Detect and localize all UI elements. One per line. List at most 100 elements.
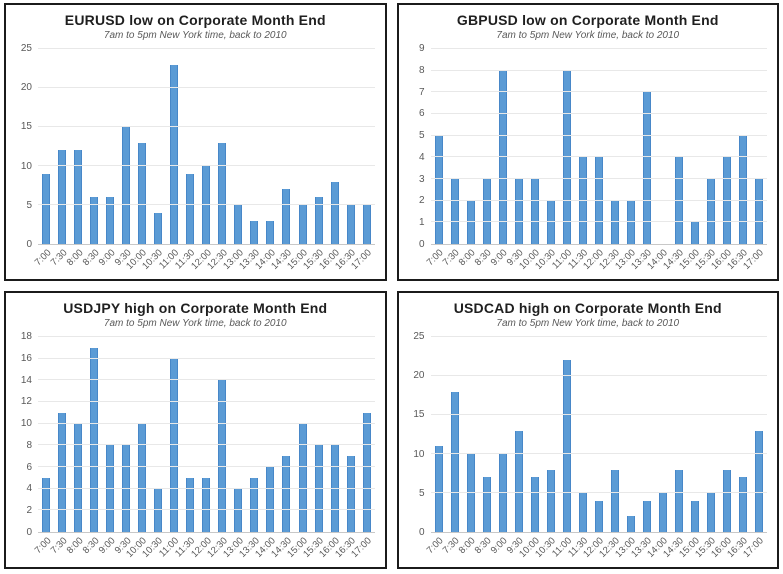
bar-slot xyxy=(431,49,447,244)
y-axis: 0 5 10 15 20 25 xyxy=(407,332,431,538)
bar-9:30 xyxy=(514,430,523,532)
bar-slot xyxy=(295,49,311,244)
y-tick-label: 6 xyxy=(418,108,425,120)
bar-16:30 xyxy=(346,456,355,532)
x-axis: 7:00 7:30 8:00 8:30 9:00 9:30 10:00 10:30 11:00 1… xyxy=(425,533,768,567)
bar-slot xyxy=(655,49,671,244)
y-tick-label: 18 xyxy=(20,331,32,342)
chart-panel-eurusd-low: EURUSD low on Corporate Month End 7am to… xyxy=(4,3,387,281)
gridline xyxy=(38,487,375,489)
bar-9:00 xyxy=(106,445,115,532)
y-tick-label: 2 xyxy=(26,505,32,517)
bar-17:00 xyxy=(755,430,764,532)
bar-12:30 xyxy=(610,469,619,532)
gridline xyxy=(430,69,767,71)
bar-11:30 xyxy=(578,157,587,244)
bar-slot xyxy=(607,49,623,244)
bar-slot xyxy=(198,49,214,244)
x-axis: 7:00 7:30 8:00 8:30 9:00 9:30 10:00 10:30 11:00 1… xyxy=(32,533,375,567)
bar-9:30 xyxy=(514,179,523,244)
bar-15:00 xyxy=(298,205,307,244)
plot-area xyxy=(430,336,767,533)
x-axis-row: 7:00 7:30 8:00 8:30 9:00 9:30 10:00 10:30 11:00 1… xyxy=(407,245,768,279)
bar-slot xyxy=(198,337,214,532)
x-slot: 17:00 xyxy=(742,533,767,567)
bar-17:00 xyxy=(755,179,764,244)
y-tick-label: 10 xyxy=(20,160,32,172)
bar-slot xyxy=(575,49,591,244)
bar-slot xyxy=(359,337,375,532)
bar-slot xyxy=(463,49,479,244)
y-tick-label: 10 xyxy=(413,448,425,460)
bar-16:30 xyxy=(346,205,355,244)
bar-slot xyxy=(134,337,150,532)
bar-13:30 xyxy=(250,220,259,244)
bar-slot xyxy=(262,49,278,244)
bar-slot xyxy=(166,337,182,532)
x-axis-row: 7:00 7:30 8:00 8:30 9:00 9:30 10:00 10:30 11:00 1… xyxy=(407,533,768,567)
gridline xyxy=(38,165,375,166)
chart-panel-gbpusd-low: GBPUSD low on Corporate Month End 7am to… xyxy=(396,3,779,281)
bar-slot xyxy=(343,49,359,244)
gridline xyxy=(430,48,767,49)
bar-12:00 xyxy=(202,477,211,532)
bar-slot xyxy=(751,337,767,532)
gridline xyxy=(430,113,767,115)
bar-7:30 xyxy=(450,179,459,244)
chart-title: USDJPY high on Corporate Month End xyxy=(63,300,328,316)
bar-slot xyxy=(463,337,479,532)
gridline xyxy=(38,204,375,205)
bar-slot xyxy=(327,337,343,532)
y-tick-label: 3 xyxy=(418,173,425,185)
y-tick-label: 15 xyxy=(413,409,425,421)
gridline xyxy=(38,48,375,49)
gridline xyxy=(38,422,375,424)
plot-wrap: 0 5 10 15 20 25 xyxy=(407,332,767,538)
bars-layer xyxy=(38,49,375,244)
bar-14:00 xyxy=(266,220,275,244)
bar-slot xyxy=(327,49,343,244)
gridline xyxy=(38,466,375,468)
bar-11:30 xyxy=(186,173,195,244)
bar-slot xyxy=(511,337,527,532)
gridline xyxy=(430,492,767,493)
gridline xyxy=(38,87,375,88)
plot-wrap: 0 2 4 6 8 10 12 14 16 18 xyxy=(14,332,375,538)
y-tick-label: 7 xyxy=(418,86,425,98)
bar-14:30 xyxy=(282,189,291,244)
gridline xyxy=(430,453,767,454)
bar-slot xyxy=(495,49,511,244)
bar-slot xyxy=(479,49,495,244)
gridline xyxy=(38,444,375,446)
bar-slot xyxy=(38,337,54,532)
bar-15:30 xyxy=(314,197,323,244)
bar-slot xyxy=(655,337,671,532)
bar-10:00 xyxy=(138,142,147,244)
bar-slot xyxy=(527,49,543,244)
gridline xyxy=(38,401,375,403)
bar-slot xyxy=(214,337,230,532)
y-tick-label: 16 xyxy=(20,352,32,364)
bar-slot xyxy=(278,49,294,244)
bar-14:30 xyxy=(674,157,683,244)
x-axis-row: 7:00 7:30 8:00 8:30 9:00 9:30 10:00 10:30 11:00 1… xyxy=(14,533,375,567)
bar-slot xyxy=(311,337,327,532)
bar-slot xyxy=(703,337,719,532)
bar-16:30 xyxy=(739,477,748,532)
chart-subtitle: 7am to 5pm New York time, back to 2010 xyxy=(496,318,680,329)
bar-15:30 xyxy=(707,179,716,244)
bar-7:00 xyxy=(42,477,51,532)
x-slot: 17:00 xyxy=(349,533,375,567)
bar-slot xyxy=(86,337,102,532)
bar-slot xyxy=(431,337,447,532)
y-tick-label: 8 xyxy=(418,64,425,76)
bar-8:30 xyxy=(90,197,99,244)
gridline xyxy=(38,509,375,511)
bar-slot xyxy=(559,49,575,244)
bar-8:30 xyxy=(90,347,99,532)
chart-panel-usdjpy-high: USDJPY high on Corporate Month End 7am t… xyxy=(4,291,387,569)
bar-9:00 xyxy=(498,454,507,532)
bar-slot xyxy=(447,49,463,244)
bar-slot xyxy=(751,49,767,244)
plot-wrap: 0 1 2 3 4 5 6 7 8 9 xyxy=(407,44,767,250)
